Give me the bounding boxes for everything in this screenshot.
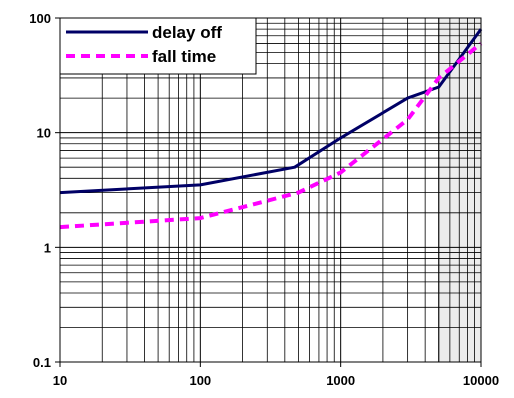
y-tick-label: 0.1 <box>33 355 51 370</box>
legend-label-delay-off: delay off <box>152 23 222 42</box>
y-tick-label: 10 <box>37 126 51 141</box>
x-tick-label: 100 <box>189 373 211 388</box>
y-tick-labels: 0.1 1 10 100 <box>29 11 60 370</box>
grid-layer <box>60 18 481 362</box>
y-tick-label: 100 <box>29 11 51 26</box>
legend-box <box>59 17 257 75</box>
x-tick-label: 1000 <box>326 373 355 388</box>
y-tick-label: 1 <box>44 240 51 255</box>
legend-label-fall-time: fall time <box>152 47 216 66</box>
plot-border <box>59 17 482 363</box>
x-tick-label: 10 <box>53 373 67 388</box>
legend: delay off fall time <box>59 17 257 75</box>
series-line-fall-time <box>59 41 483 230</box>
series-layer <box>59 28 483 230</box>
x-tick-labels: 10 100 1000 10000 <box>53 362 499 388</box>
series-line-delay-off <box>59 28 483 195</box>
x-tick-label: 10000 <box>463 373 499 388</box>
